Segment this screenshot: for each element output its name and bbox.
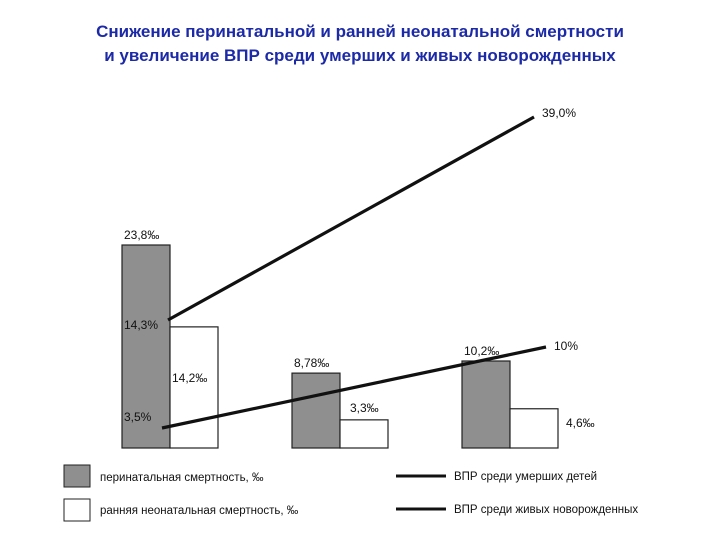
perinatal-label-1: 23,8‰ [124,228,159,242]
neonatal-label-3: 4,6‰ [566,416,595,430]
legend-label-neonatal: ранняя неонатальная смертность, ‰ [100,505,299,517]
line-living-end-label: 10% [554,339,578,353]
chart-title: Снижение перинатальной и ранней неонатал… [0,20,720,68]
neonatal-bar-2 [339,419,389,449]
line-vpr-living [161,345,547,430]
perinatal-bar-3 [461,360,511,449]
line-living-start-label: 3,5% [124,410,152,424]
legend-label-deceased: ВПР среди умерших детей [454,471,597,483]
line-deceased-end-label: 39,0% [542,106,576,120]
line-deceased-start-label: 14,3% [124,318,158,332]
perinatal-label-3: 10,2‰ [464,344,499,358]
perinatal-label-2: 8,78‰ [294,356,329,370]
legend-swatch-perinatal [63,464,91,488]
neonatal-bar-3 [509,408,559,449]
perinatal-bar-1 [121,244,171,449]
legend-label-living: ВПР среди живых новорожденных [454,504,638,516]
legend-label-perinatal: перинатальная смертность, ‰ [100,472,264,484]
neonatal-label-2: 3,3‰ [350,401,379,415]
title-line-2: и увеличение ВПР среди умерших и живых н… [104,46,616,65]
line-vpr-deceased [167,115,535,322]
title-line-1: Снижение перинатальной и ранней неонатал… [96,22,624,41]
neonatal-bar-1 [169,326,219,449]
neonatal-label-1: 14,2‰ [172,371,207,385]
legend-swatch-neonatal [63,498,91,522]
perinatal-bar-2 [291,372,341,449]
